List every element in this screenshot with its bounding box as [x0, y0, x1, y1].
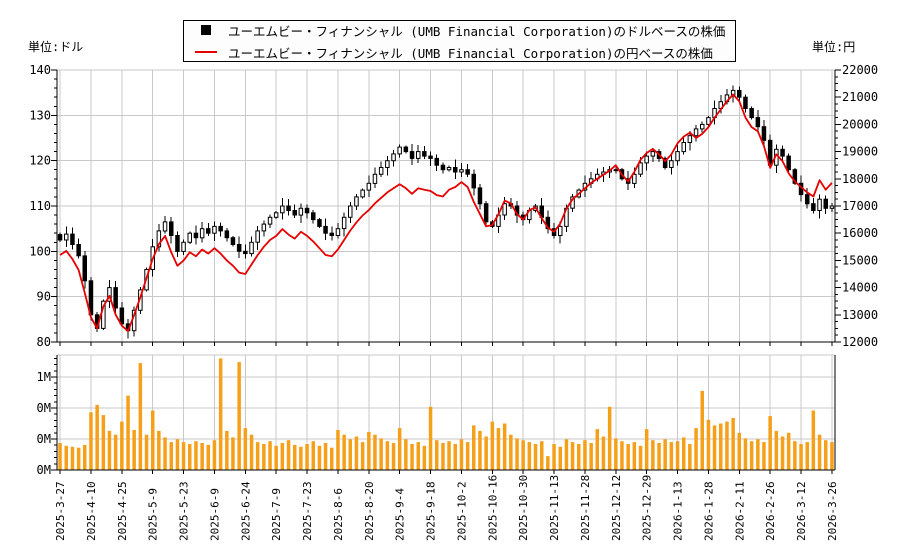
svg-text:20000: 20000 — [842, 117, 878, 131]
svg-text:2025-10-30: 2025-10-30 — [517, 475, 530, 541]
svg-text:22000: 22000 — [842, 63, 878, 77]
svg-text:17000: 17000 — [842, 199, 878, 213]
candlestick-marker-icon — [194, 25, 218, 35]
svg-text:2026-1-13: 2026-1-13 — [672, 481, 685, 541]
svg-text:0M: 0M — [37, 401, 51, 415]
svg-text:2025-4-25: 2025-4-25 — [116, 481, 129, 541]
svg-text:16000: 16000 — [842, 226, 878, 240]
svg-text:130: 130 — [29, 108, 51, 122]
svg-text:2025-6-24: 2025-6-24 — [239, 481, 252, 541]
svg-text:2025-10-2: 2025-10-2 — [455, 481, 468, 541]
legend-label-usd: ユーエムビー・フィナンシャル (UMB Financial Corporatio… — [228, 23, 726, 39]
svg-text:18000: 18000 — [842, 172, 878, 186]
svg-text:0M: 0M — [37, 463, 51, 477]
svg-text:2025-4-10: 2025-4-10 — [85, 481, 98, 541]
svg-text:2026-2-11: 2026-2-11 — [733, 481, 746, 541]
svg-text:2025-7-9: 2025-7-9 — [270, 488, 283, 541]
svg-text:2025-6-9: 2025-6-9 — [209, 488, 222, 541]
legend-item-jpy: ユーエムビー・フィナンシャル (UMB Financial Corporatio… — [194, 43, 725, 62]
svg-text:2025-5-23: 2025-5-23 — [178, 481, 191, 541]
svg-text:2025-7-23: 2025-7-23 — [301, 481, 314, 541]
svg-text:140: 140 — [29, 63, 51, 77]
svg-text:110: 110 — [29, 199, 51, 213]
svg-text:80: 80 — [37, 335, 51, 349]
svg-text:2025-9-18: 2025-9-18 — [425, 481, 438, 541]
svg-text:2025-9-4: 2025-9-4 — [394, 488, 407, 541]
svg-text:100: 100 — [29, 244, 51, 258]
svg-text:2025-8-20: 2025-8-20 — [363, 481, 376, 541]
svg-text:12000: 12000 — [842, 335, 878, 349]
svg-text:2025-10-16: 2025-10-16 — [486, 475, 499, 541]
legend-label-jpy: ユーエムビー・フィナンシャル (UMB Financial Corporatio… — [228, 45, 713, 61]
svg-text:2025-8-6: 2025-8-6 — [332, 488, 345, 541]
svg-text:2025-3-27: 2025-3-27 — [54, 481, 67, 541]
svg-text:19000: 19000 — [842, 145, 878, 159]
svg-text:0M: 0M — [37, 432, 51, 446]
left-axis-unit-label: 単位:ドル — [28, 40, 84, 54]
svg-text:2025-11-13: 2025-11-13 — [548, 475, 561, 541]
svg-text:120: 120 — [29, 154, 51, 168]
svg-text:2026-1-28: 2026-1-28 — [702, 481, 715, 541]
legend-item-usd: ユーエムビー・フィナンシャル (UMB Financial Corporatio… — [194, 21, 725, 40]
svg-text:2025-5-9: 2025-5-9 — [147, 488, 160, 541]
svg-text:2026-3-26: 2026-3-26 — [826, 481, 839, 541]
svg-text:14000: 14000 — [842, 281, 878, 295]
right-axis-unit-label: 単位:円 — [812, 40, 856, 54]
svg-text:2026-2-26: 2026-2-26 — [764, 481, 777, 541]
svg-text:1M: 1M — [37, 370, 51, 384]
svg-text:2025-12-12: 2025-12-12 — [610, 475, 623, 541]
svg-text:13000: 13000 — [842, 308, 878, 322]
line-marker-icon — [194, 51, 218, 53]
svg-text:15000: 15000 — [842, 253, 878, 267]
svg-text:2025-12-29: 2025-12-29 — [641, 475, 654, 541]
svg-text:90: 90 — [37, 290, 51, 304]
legend: ユーエムビー・フィナンシャル (UMB Financial Corporatio… — [183, 20, 736, 62]
svg-text:2026-3-12: 2026-3-12 — [795, 481, 808, 541]
svg-text:21000: 21000 — [842, 90, 878, 104]
svg-text:2025-11-28: 2025-11-28 — [579, 475, 592, 541]
